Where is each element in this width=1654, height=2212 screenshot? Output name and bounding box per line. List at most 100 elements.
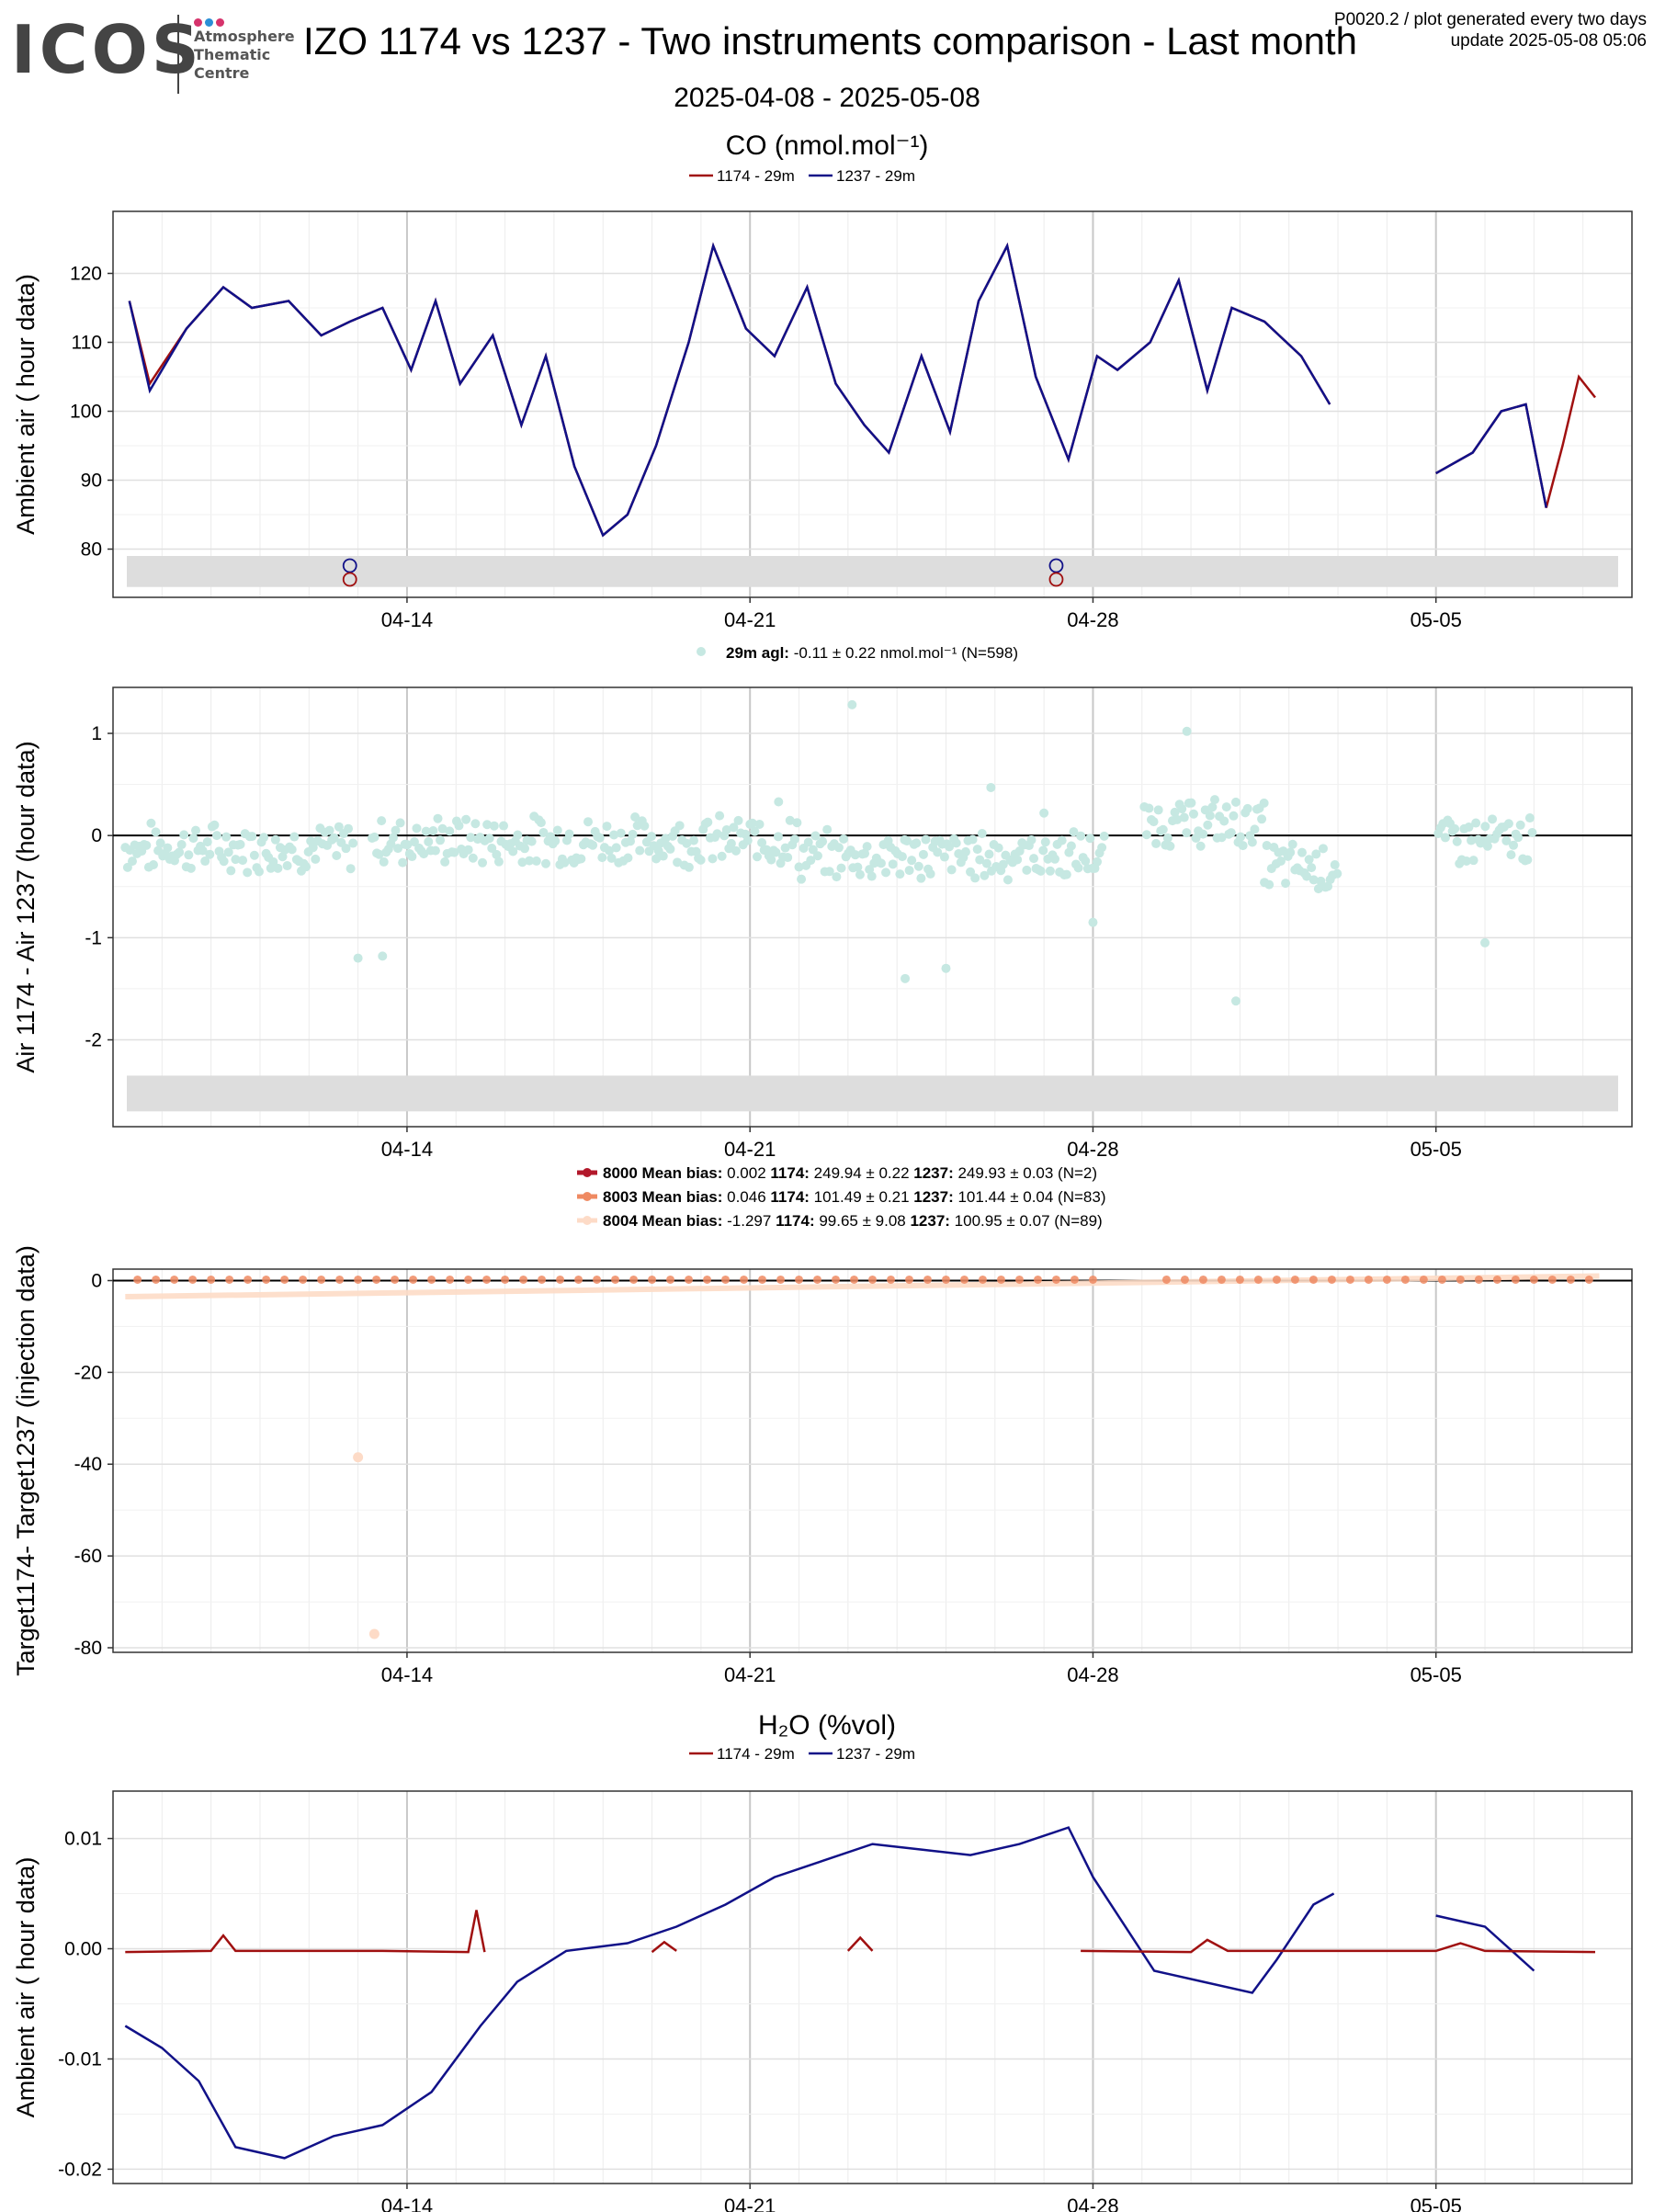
diff-point [833, 843, 844, 853]
panel-3: 0 -20 -40 -60 -80 04-14 04-21 04-28 05-05 Target1… [12, 1245, 1633, 1686]
diff-point [1311, 849, 1321, 859]
y-tick-label: -40 [74, 1454, 102, 1475]
target-point-8003 [335, 1275, 345, 1284]
diff-point [771, 847, 781, 857]
y-tick-label: 0 [91, 825, 102, 846]
diff-point [127, 856, 137, 867]
x-tick-label: 04-21 [724, 1138, 776, 1161]
diff-point [1179, 812, 1189, 822]
x-tick-label: 04-21 [724, 1663, 776, 1686]
diff-point [774, 797, 784, 807]
legend-dot-8004 [583, 1216, 592, 1225]
diff-point [1036, 866, 1046, 876]
legend-target-8003: 8003 Mean bias: 0.046 1174: 101.49 ± 0.2… [603, 1188, 1106, 1206]
diff-point [424, 836, 434, 846]
diff-point [445, 826, 455, 836]
diff-point [888, 859, 898, 869]
diff-point [897, 852, 907, 862]
diff-point [1045, 866, 1055, 876]
target-point-8003 [299, 1275, 308, 1284]
diff-point [1022, 865, 1032, 875]
diff-point [904, 866, 914, 876]
diff-point [853, 862, 863, 872]
diff-point [247, 832, 257, 842]
diff-point [1085, 834, 1095, 844]
target-point-8003 [832, 1275, 841, 1284]
diff-point [1247, 837, 1257, 847]
diff-point [346, 864, 356, 874]
diff-point [1182, 828, 1192, 838]
diff-point [489, 821, 499, 831]
y-tick-label: -0.02 [58, 2159, 102, 2180]
diff-point [270, 834, 280, 845]
diff-point [1297, 847, 1307, 857]
diff-point [395, 818, 405, 828]
diff-point [463, 845, 473, 855]
diff-point [860, 848, 870, 858]
diff-point [1039, 808, 1049, 818]
diff-point [847, 699, 857, 709]
y-tick-label: 0 [91, 1270, 102, 1291]
target-point-8003 [1051, 1275, 1060, 1284]
diff-point [797, 874, 807, 884]
logo-line-3: Centre [194, 64, 250, 82]
x-tick-label: 04-28 [1067, 608, 1118, 631]
diff-point [186, 863, 196, 873]
diff-point [951, 838, 961, 848]
y-tick-label: 1 [91, 723, 102, 744]
diff-point [470, 819, 481, 829]
diff-point [1308, 875, 1319, 885]
diff-point [913, 861, 923, 871]
logo-dot-pink-icon [194, 18, 202, 27]
diff-point [975, 855, 985, 865]
target-point-8003 [1180, 1275, 1189, 1284]
diff-point [822, 824, 833, 834]
target-point-8003 [1474, 1275, 1483, 1284]
target-point-8003 [1456, 1275, 1465, 1284]
diff-point [576, 854, 586, 864]
diff-point [238, 856, 248, 866]
logo-dots-icon [194, 15, 227, 31]
diff-point [731, 845, 741, 856]
diff-point [1173, 814, 1183, 824]
diff-point [812, 851, 822, 861]
target-point-8003 [1033, 1275, 1042, 1284]
diff-point [440, 856, 450, 867]
icos-logo: ICOS [11, 11, 203, 88]
target-point-8003 [556, 1275, 565, 1284]
diff-point [597, 853, 607, 863]
diff-point [747, 818, 757, 828]
target-point-8003 [262, 1275, 271, 1284]
target-point-8003 [941, 1275, 950, 1284]
diff-point [1191, 833, 1201, 843]
panel-border [112, 1268, 1633, 1653]
diff-point [332, 850, 342, 860]
series-1237-line [124, 1826, 1535, 2160]
target-point-8003 [574, 1275, 583, 1284]
diff-point [1307, 863, 1317, 873]
diff-point [630, 812, 640, 822]
marker-circle [1048, 572, 1064, 587]
diff-point [536, 818, 546, 828]
diff-point [398, 857, 408, 868]
diff-point [1236, 832, 1246, 842]
legend-label: 1174 - 29m [717, 167, 795, 185]
target-point-8004 [368, 1628, 380, 1639]
diff-point [933, 847, 943, 857]
diff-point [595, 833, 605, 843]
diff-point [1093, 856, 1103, 867]
target-point-8003 [1437, 1275, 1446, 1284]
diff-point [628, 829, 638, 839]
target-point-8003 [1364, 1275, 1373, 1284]
diff-point [436, 835, 446, 845]
target-point-8003 [133, 1275, 142, 1284]
target-point-8003 [721, 1275, 731, 1284]
diff-point [1501, 835, 1512, 845]
diff-point [901, 973, 911, 983]
diff-point [1170, 807, 1180, 817]
diff-point [146, 818, 156, 828]
diff-point [1482, 841, 1492, 851]
diff-point [1304, 855, 1314, 865]
diff-point [1226, 828, 1236, 838]
diff-point [176, 840, 187, 850]
